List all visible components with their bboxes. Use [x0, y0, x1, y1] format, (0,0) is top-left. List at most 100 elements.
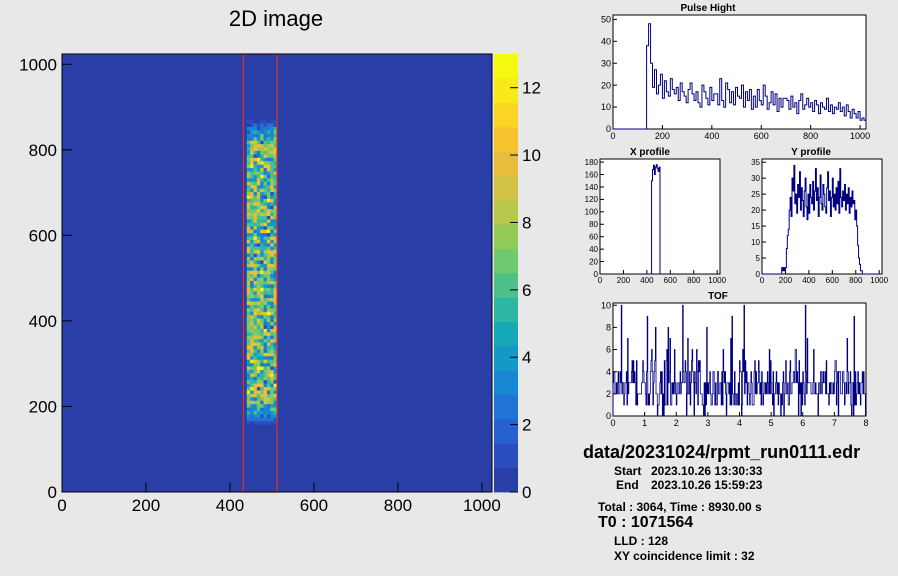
image2d-cell	[270, 212, 274, 216]
image2d-cell	[256, 345, 261, 350]
image2d-cell	[253, 273, 258, 278]
image2d-cell	[263, 417, 268, 422]
image2d-cell	[250, 410, 254, 415]
image2d-cell	[266, 386, 271, 391]
image2d-cell	[260, 308, 264, 312]
tof-plot[interactable]: 0 1 2 3 4 5 6 7 8 0 2 4 6 8 10	[601, 300, 869, 428]
image2d-cell	[270, 420, 274, 425]
image2d-cell	[273, 301, 278, 305]
image2d-cell	[273, 126, 278, 131]
image2d-cell	[266, 243, 271, 247]
image2d-cell	[270, 215, 274, 220]
pulse-y-tick-label: 50	[601, 15, 611, 25]
image2d-cell	[246, 376, 251, 381]
image2d-cell	[266, 321, 271, 326]
image2d-cell	[273, 181, 278, 186]
image2d-cell	[273, 178, 278, 182]
image2d-cell	[253, 215, 258, 220]
image2d-x-tick-label: 200	[132, 496, 160, 515]
image2d-cell	[246, 390, 251, 394]
image2d-cell	[273, 215, 278, 220]
image2d-cell	[246, 345, 251, 350]
color-scale-band	[494, 200, 518, 225]
image2d-cell	[273, 345, 278, 350]
image2d-cell	[273, 198, 278, 203]
image2d-cell	[260, 318, 264, 323]
image2d-cell	[253, 294, 258, 299]
image2d-cell	[260, 403, 264, 408]
image2d-cell	[266, 225, 271, 230]
xprof-x-tick-label: 200	[617, 276, 631, 285]
image2d-cell	[266, 366, 271, 370]
image2d-cell	[266, 167, 271, 172]
image2d-cell	[266, 198, 271, 203]
image2d-cell	[246, 359, 251, 364]
image2d-cell	[270, 335, 274, 340]
image2d-cell	[260, 212, 264, 216]
image2d-cell	[260, 338, 264, 343]
image2d-cell	[263, 184, 268, 189]
image2d-cell	[266, 205, 271, 210]
image2d-cell	[266, 290, 271, 295]
image2d-cell	[256, 294, 261, 299]
image2d-cell	[253, 256, 258, 261]
image2d-cell	[246, 133, 251, 138]
image2d-cell	[253, 243, 258, 247]
image2d-cell	[273, 147, 278, 151]
image2d-cell	[273, 338, 278, 343]
color-scale-band	[494, 467, 518, 493]
image2d-cell	[246, 157, 251, 162]
image2d-cell	[263, 188, 268, 193]
image2d-cell	[246, 379, 251, 384]
image2d-cell	[263, 205, 268, 210]
image2d-cell	[263, 308, 268, 312]
image2d-cell	[246, 383, 251, 388]
image2d-cell	[253, 201, 258, 206]
image2d-cell	[273, 290, 278, 295]
image2d-cell	[256, 400, 261, 405]
image2d-cell	[260, 195, 264, 199]
image2d-cell	[246, 130, 251, 134]
image2d-plot[interactable]: 0 200 400 600 800 1000 0 200 400 600 800 1000	[19, 53, 501, 515]
image2d-cell	[250, 243, 254, 247]
image2d-cell	[250, 253, 254, 258]
image2d-cell	[270, 270, 274, 275]
image2d-cell	[263, 297, 268, 302]
image2d-cell	[270, 318, 274, 323]
yprof-plot[interactable]: 0 200 400 600 800 1000 0 5 10 15 20 25 30 35	[751, 158, 889, 285]
image2d-cell	[256, 397, 261, 401]
image2d-cell	[256, 349, 261, 353]
image2d-cell	[256, 150, 261, 155]
image2d-cell	[256, 160, 261, 165]
xprof-y-tick-label: 160	[585, 170, 599, 179]
image2d-cell	[263, 256, 268, 261]
image2d-cell	[263, 263, 268, 268]
image2d-cell	[260, 246, 264, 251]
image2d-cell	[273, 140, 278, 145]
image2d-cell	[253, 253, 258, 258]
image2d-cell	[256, 379, 261, 384]
pulse-plot[interactable]: 0 200 400 600 800 1000 0 10 20 30 40 50	[601, 14, 870, 141]
xprof-plot[interactable]: 0 200 400 600 800 1000 0 20 40 60 80 100 120 140 160 18…	[585, 158, 727, 285]
image2d-cell	[263, 178, 268, 182]
image2d-cell	[256, 167, 261, 172]
image2d-cell	[246, 164, 251, 169]
image2d-cell	[260, 222, 264, 227]
image2d-cell	[273, 349, 278, 353]
image2d-x-tick-label: 800	[384, 496, 412, 515]
image2d-cell	[260, 174, 264, 179]
image2d-cell	[263, 359, 268, 364]
image2d-cell	[273, 184, 278, 189]
image2d-cell	[250, 143, 254, 148]
image2d-cell	[260, 417, 264, 422]
yprof-frame	[761, 158, 883, 275]
image2d-cell	[250, 195, 254, 199]
image2d-cell	[270, 332, 274, 336]
image2d-cell	[273, 373, 278, 377]
image2d-cell	[273, 407, 278, 412]
image2d-cell	[260, 184, 264, 189]
image2d-cell	[253, 314, 258, 319]
image2d-cell	[260, 267, 264, 271]
image2d-cell	[266, 287, 271, 292]
image2d-cell	[253, 236, 258, 240]
